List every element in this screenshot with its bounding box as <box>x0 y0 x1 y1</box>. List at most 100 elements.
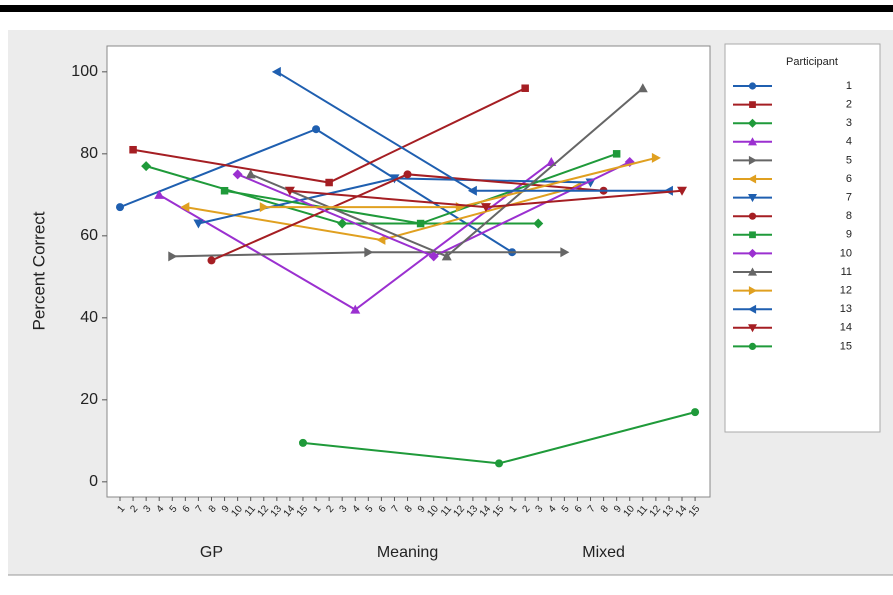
legend-marker <box>749 101 756 108</box>
legend-label: 5 <box>846 154 852 166</box>
y-axis-label: Percent Correct <box>29 211 48 330</box>
x-tick-label: 3 <box>534 503 546 515</box>
marker <box>663 185 673 196</box>
x-tick-label: 3 <box>141 503 153 515</box>
legend-label: 7 <box>846 192 852 204</box>
x-tick-label: 1 <box>311 503 323 515</box>
marker <box>245 169 256 179</box>
y-tick-label: 20 <box>80 391 98 408</box>
marker <box>350 304 361 314</box>
x-tick-label: 2 <box>324 503 336 515</box>
legend-label: 11 <box>841 266 852 278</box>
marker <box>364 247 374 258</box>
legend-marker <box>748 212 757 220</box>
marker <box>612 150 621 158</box>
legend-label: 2 <box>846 99 852 111</box>
plot-area <box>106 45 711 498</box>
legend-label: 4 <box>846 136 852 148</box>
legend-label: 15 <box>840 340 852 352</box>
marker <box>651 152 661 163</box>
legend-title: Participant <box>786 56 838 68</box>
marker <box>193 219 204 229</box>
x-tick-label: 3 <box>338 503 350 515</box>
x-tick-label: 2 <box>520 503 532 515</box>
x-tick-label: 6 <box>181 503 193 515</box>
legend-label: 12 <box>840 285 852 297</box>
marker <box>428 251 439 262</box>
marker <box>207 256 216 265</box>
x-group-label: Meaning <box>377 544 438 561</box>
y-tick-label: 40 <box>80 309 98 326</box>
legend-marker <box>749 231 756 239</box>
marker <box>271 66 281 77</box>
x-tick-label: 4 <box>155 503 167 515</box>
marker <box>129 145 137 154</box>
y-tick-label: 0 <box>89 473 98 490</box>
x-tick-label: 7 <box>194 503 206 515</box>
x-tick-label: 4 <box>547 503 559 515</box>
marker <box>168 251 178 262</box>
marker <box>467 185 477 196</box>
marker <box>298 438 307 447</box>
marker <box>560 247 570 258</box>
marker <box>116 203 124 212</box>
x-group-label: Mixed <box>582 544 625 561</box>
x-tick-label: 8 <box>403 503 415 515</box>
x-tick-label: 6 <box>377 503 389 515</box>
legend-label: 9 <box>846 229 852 241</box>
marker <box>284 186 295 196</box>
legend-label: 10 <box>840 247 852 259</box>
legend-marker <box>748 342 757 350</box>
legend-marker <box>748 137 757 146</box>
x-tick-label: 9 <box>220 503 232 515</box>
marker <box>441 251 452 261</box>
marker <box>495 459 504 468</box>
marker <box>259 202 269 213</box>
y-tick-label: 60 <box>80 227 98 244</box>
marker <box>533 218 544 229</box>
marker <box>637 83 648 93</box>
legend-marker <box>748 82 757 90</box>
legend-marker <box>748 304 757 314</box>
legend <box>724 43 881 433</box>
legend-marker <box>748 174 757 184</box>
x-tick-label: 8 <box>207 503 219 515</box>
marker <box>154 189 165 199</box>
marker <box>312 125 321 134</box>
x-tick-label: 5 <box>168 503 180 515</box>
y-tick-label: 80 <box>80 145 98 162</box>
legend-label: 13 <box>840 303 852 315</box>
marker <box>376 234 386 245</box>
x-tick-label: 7 <box>586 503 598 515</box>
x-tick-label: 4 <box>351 503 363 515</box>
y-tick-label: 100 <box>71 63 98 80</box>
legend-marker <box>748 118 757 128</box>
marker <box>220 186 229 195</box>
marker <box>403 170 412 179</box>
legend-marker <box>748 194 757 203</box>
x-group-label: GP <box>200 544 223 561</box>
x-tick-label: 5 <box>364 503 376 515</box>
marker <box>389 174 400 184</box>
x-tick-label: 7 <box>390 503 402 515</box>
top-bar <box>0 5 893 12</box>
marker <box>337 218 348 229</box>
marker <box>480 203 491 213</box>
legend-marker <box>748 286 757 296</box>
marker <box>416 219 425 228</box>
x-tick-label: 9 <box>612 503 624 515</box>
marker <box>180 202 190 213</box>
legend-marker <box>748 155 757 165</box>
x-tick-label: 6 <box>573 503 585 515</box>
marker <box>677 186 688 196</box>
x-tick-label: 1 <box>507 503 519 515</box>
legend-label: 14 <box>840 322 852 334</box>
marker <box>232 169 243 180</box>
legend-label: 1 <box>846 80 852 92</box>
legend-marker <box>748 248 757 258</box>
legend-marker <box>748 267 757 276</box>
legend-marker <box>748 324 757 333</box>
marker <box>141 161 152 172</box>
x-tick-label: 1 <box>115 503 127 515</box>
